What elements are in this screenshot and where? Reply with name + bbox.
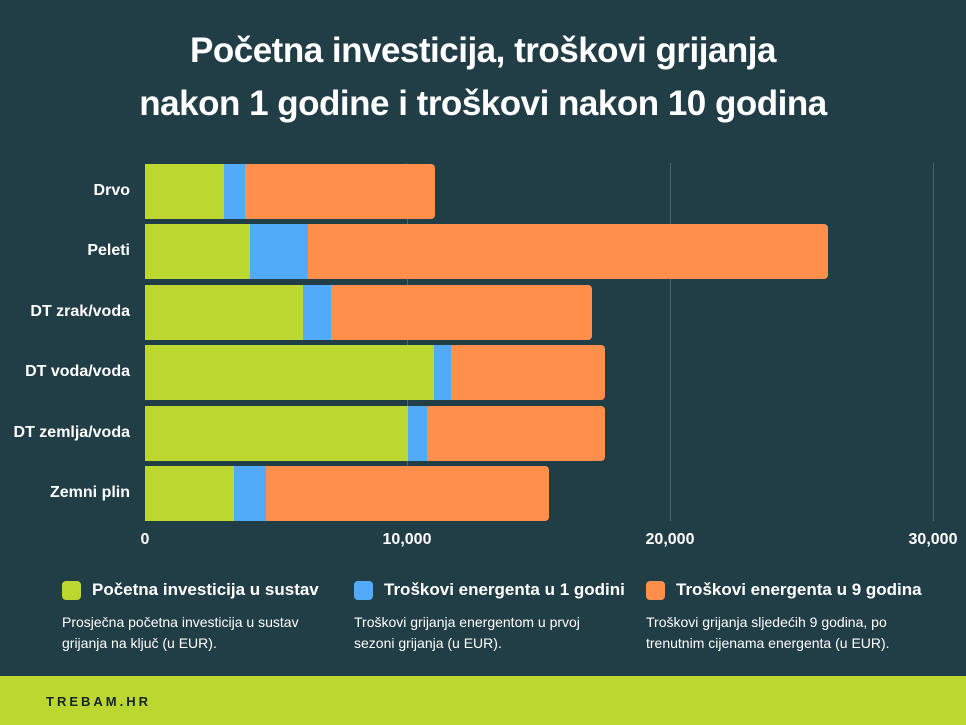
legend-label: Troškovi energenta u 1 godini [384,580,625,599]
bar-segment [331,284,592,340]
bar-segment [407,405,428,461]
chart-title: Početna investicija, troškovi grijanja n… [0,24,966,130]
category-label: Zemni plin [50,484,130,501]
bar-segment [433,345,451,401]
legend-desc: Troškovi grijanja energentom u prvoj sez… [354,614,580,651]
legend-desc: Troškovi grijanja sljedećih 9 godina, po… [646,614,890,651]
legend-swatch-orange [646,580,665,600]
category-label: Peleti [87,242,130,260]
bar-segment [145,466,235,521]
bar-row [145,466,550,521]
legend-item-year9: Troškovi energenta u 9 godina Troškovi g… [646,580,926,654]
bar-row [145,405,605,461]
legend-item-initial: Početna investicija u sustav Prosječna p… [62,580,332,654]
bar-segment [145,224,251,280]
brand-logo: TREBAM.HR [46,694,151,709]
legend-swatch-green [62,580,81,600]
bar-segment [265,466,550,521]
bar-segment [307,224,828,280]
title-line-1: Početna investicija, troškovi grijanja [190,31,776,70]
legend-item-year1: Troškovi energenta u 1 godini Troškovi g… [354,580,625,654]
bar-segment [250,224,308,280]
bar-segment [244,164,436,219]
bar-row [145,164,436,219]
legend-swatch-blue [354,580,373,600]
category-label: DT voda/voda [25,363,130,381]
gridline-20000 [670,163,671,521]
legend-desc: Prosječna početna investicija u sustav g… [62,614,299,651]
bar-segment [145,284,303,340]
bar-segment [302,284,332,340]
legend-label: Početna investicija u sustav [92,580,319,599]
bar-segment [145,345,434,401]
legend-label: Troškovi energenta u 9 godina [676,580,922,599]
bar-segment [223,164,245,219]
category-label: Drvo [93,182,130,199]
bar-segment [145,405,408,461]
x-tick-0: 0 [140,531,150,548]
bar-segment [427,405,605,461]
bar-row [145,345,605,401]
bar-row [145,284,592,340]
footer-bar: TREBAM.HR [0,676,966,725]
bar-segment [234,466,266,521]
title-line-2: nakon 1 godine i troškovi nakon 10 godin… [139,84,827,123]
category-label: DT zemlja/voda [13,423,130,441]
bar-segment [145,164,224,219]
gridline-10000 [407,163,408,521]
gridline-30000 [933,163,934,521]
bar-row [145,224,828,280]
category-label: DT zrak/voda [30,302,130,320]
x-tick-10000: 10,000 [382,531,432,548]
x-tick-30000: 30,000 [908,531,958,548]
bar-segment [450,345,605,401]
plot-area [145,163,935,523]
x-tick-20000: 20,000 [645,531,695,548]
